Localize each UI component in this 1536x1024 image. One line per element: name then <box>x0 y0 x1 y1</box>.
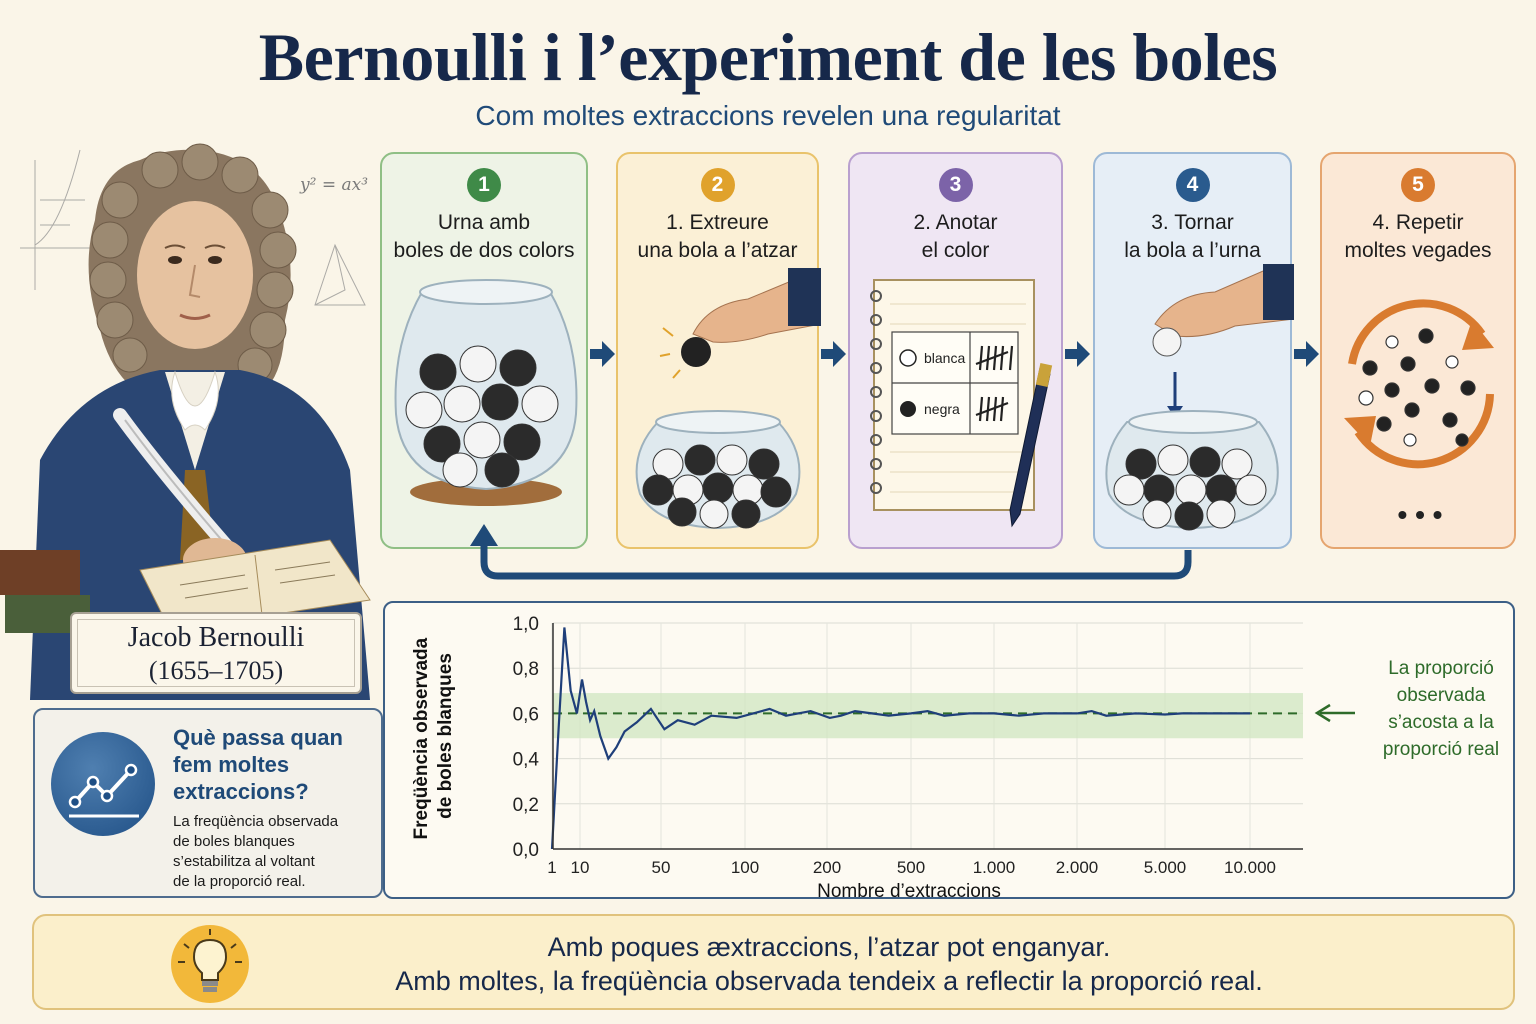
note-arrow-icon <box>1314 703 1355 723</box>
x-tick-label: 10.000 <box>1224 858 1276 877</box>
info-title: Què passa quan fem moltes extraccions? <box>173 725 343 804</box>
x-axis-label: Nombre d’extraccions <box>817 881 1001 901</box>
y-tick-label: 0,4 <box>513 750 540 771</box>
loop-back-arrow-icon <box>470 524 1192 580</box>
info-box: Què passa quan fem moltes extraccions? La … <box>33 708 383 898</box>
step-4-card: 4 3. Tornar la bola a l’urna <box>1093 152 1294 549</box>
step-number-badge: 5 <box>1401 168 1435 202</box>
real-proportion-band <box>553 693 1303 739</box>
urn-icon <box>394 279 578 506</box>
page-subtitle: Com moltes extraccions revelen una regul… <box>475 100 1061 131</box>
arrow-right-icon <box>1294 341 1319 367</box>
observed-frequency-line <box>550 627 1250 850</box>
tally-black-label: negra <box>924 401 960 417</box>
repeat-cycle-icon: • • • <box>1344 299 1494 530</box>
y-tick-label: 0,8 <box>513 659 539 680</box>
x-tick-label: 1 <box>547 858 556 877</box>
arrow-right-icon <box>821 341 846 367</box>
x-tick-label: 5.000 <box>1144 858 1187 877</box>
arrow-right-icon <box>1065 341 1090 367</box>
x-tick-label: 2.000 <box>1056 858 1099 877</box>
step-label: 1. Extreure una bola a l’atzar <box>637 211 798 262</box>
math-sketches-icon <box>20 149 366 306</box>
frequency-chart: 0,0 0,2 0,4 0,6 0,8 1,0 1 10 50 100 200 500 1.000 2.0… <box>411 614 1355 901</box>
step-number-badge: 2 <box>700 168 735 202</box>
step-number-badge: 3 <box>938 168 973 202</box>
hand-return-ball-icon <box>1105 264 1294 531</box>
tally-white-label: blanca <box>924 350 965 366</box>
ellipsis-dots: • • • <box>1398 499 1443 530</box>
x-tick-label: 200 <box>813 858 841 877</box>
step-label: Urna amb boles de dos colors <box>393 211 575 262</box>
formula-text: y² = ax³ <box>299 175 368 195</box>
info-text: La freqüència observada de boles blanques… <box>173 813 339 890</box>
frequency-chart-panel: 0,0 0,2 0,4 0,6 0,8 1,0 1 10 50 100 200 500 1.000 2.0… <box>383 601 1515 901</box>
conclusion-bar: Amb poques æxtraccions, l’atzar pot enga… <box>32 914 1515 1010</box>
step-label: 3. Tornar la bola a l’urna <box>1124 211 1261 262</box>
notebook-icon: blanca negra <box>870 279 1053 528</box>
x-tick-label: 500 <box>897 858 925 877</box>
step-number-badge: 4 <box>1175 168 1210 202</box>
step-1-card: 1 Urna amb boles de dos colors <box>380 152 588 549</box>
x-tick-label: 100 <box>731 858 759 877</box>
y-tick-label: 1,0 <box>513 614 539 635</box>
lightbulb-icon <box>171 925 249 1003</box>
step-2-card: 2 1. Extreure una bola a l’atzar <box>616 152 821 549</box>
step-number-badge: 1 <box>467 168 501 202</box>
x-tick-label: 10 <box>571 858 590 877</box>
y-tick-label: 0,6 <box>513 704 539 725</box>
trend-chart-icon <box>51 732 155 836</box>
name-plate: Jacob Bernoulli (1655–1705) <box>70 612 362 694</box>
bernoulli-years: (1655–1705) <box>148 656 284 685</box>
step-3-card: 3 2. Anotar el color blanca negra <box>848 152 1063 549</box>
tally-marks-icon <box>975 345 1014 422</box>
hand-draw-ball-icon <box>635 268 821 530</box>
step-5-card: 5 4. Repetir moltes vegades • • • <box>1320 152 1516 549</box>
y-axis-label: Freqüència observada de boles blanques <box>411 633 456 840</box>
y-tick-label: 0,0 <box>513 840 539 861</box>
x-tick-label: 1.000 <box>973 858 1016 877</box>
x-tick-label: 50 <box>652 858 671 877</box>
conclusion-text: Amb poques æxtraccions, l’atzar pot enga… <box>395 932 1263 996</box>
arrow-right-icon <box>590 341 615 367</box>
page-title: Bernoulli i l’experiment de les boles <box>258 19 1278 95</box>
step-label: 4. Repetir moltes vegades <box>1344 211 1492 262</box>
chart-note: La proporció observada s’acosta a la pro… <box>1382 658 1500 760</box>
step-label: 2. Anotar el color <box>913 211 998 262</box>
bernoulli-name: Jacob Bernoulli <box>127 622 305 653</box>
y-tick-label: 0,2 <box>513 795 539 816</box>
